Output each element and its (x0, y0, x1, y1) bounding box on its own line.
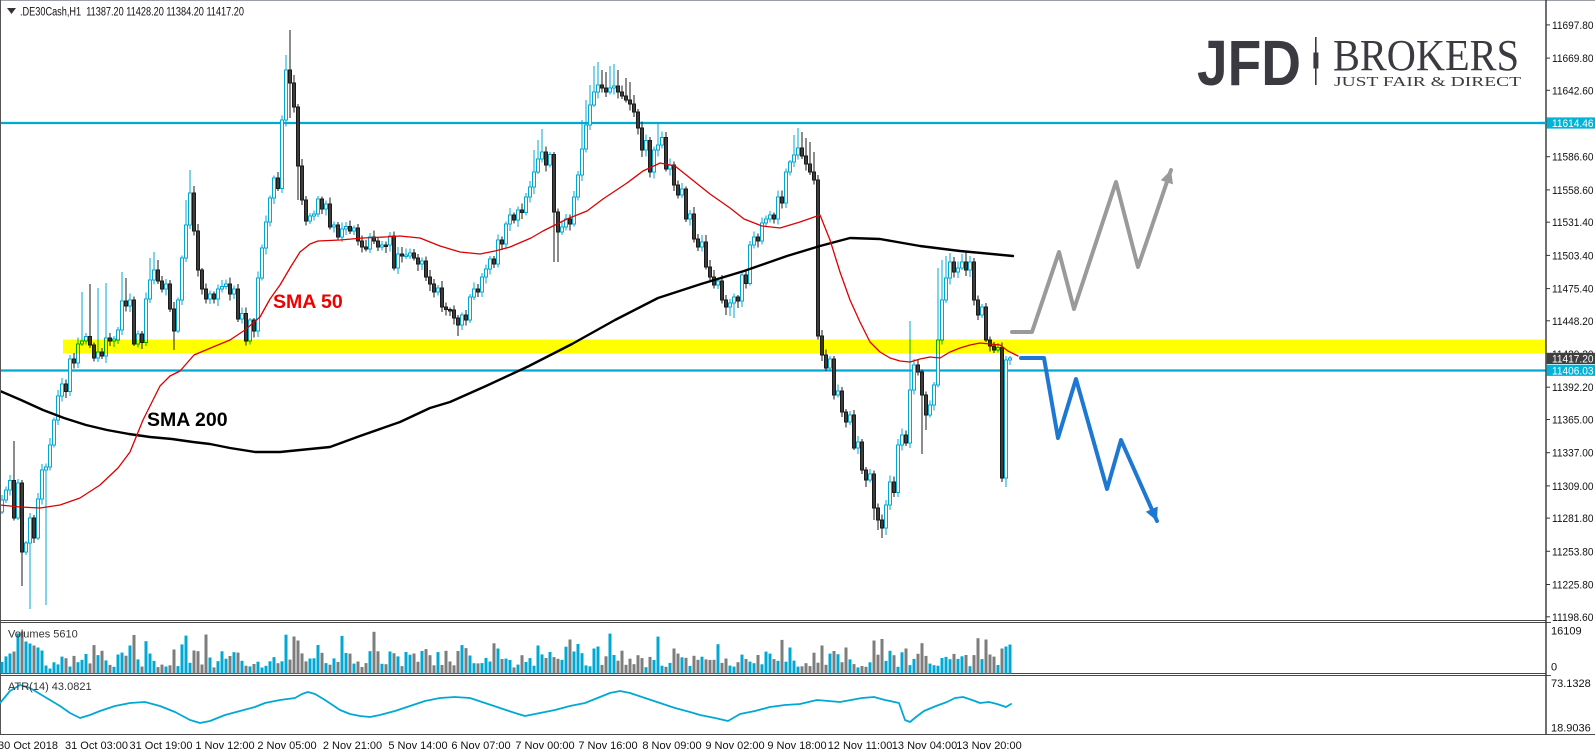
svg-text:11448.20: 11448.20 (1552, 316, 1594, 328)
svg-text:11253.80: 11253.80 (1552, 546, 1594, 558)
svg-text:11669.80: 11669.80 (1552, 53, 1594, 65)
svg-text:.DE30Cash,H1 11387.20 11428.2: .DE30Cash,H1 11387.20 11428.20 11384.20 … (20, 7, 244, 19)
svg-text:13 Nov 04:00: 13 Nov 04:00 (892, 740, 957, 752)
svg-text:11225.80: 11225.80 (1552, 580, 1594, 592)
svg-text:SMA 200: SMA 200 (147, 409, 228, 431)
svg-text:11417.20: 11417.20 (1552, 353, 1594, 365)
svg-text:11337.00: 11337.00 (1552, 448, 1594, 460)
svg-text:31 Oct 19:00: 31 Oct 19:00 (130, 740, 193, 752)
svg-text:SMA 50: SMA 50 (273, 291, 343, 313)
svg-text:73.1328: 73.1328 (1551, 678, 1591, 690)
svg-text:11503.40: 11503.40 (1552, 250, 1594, 262)
svg-text:0: 0 (1551, 662, 1557, 674)
svg-text:11558.60: 11558.60 (1552, 185, 1594, 197)
svg-text:11642.60: 11642.60 (1552, 85, 1594, 97)
svg-text:11392.20: 11392.20 (1552, 382, 1594, 394)
svg-text:1 Nov 12:00: 1 Nov 12:00 (195, 740, 254, 752)
svg-text:12 Nov 11:00: 12 Nov 11:00 (828, 740, 893, 752)
svg-text:11697.80: 11697.80 (1552, 20, 1594, 32)
svg-text:30 Oct 2018: 30 Oct 2018 (0, 740, 58, 752)
svg-text:7 Nov 16:00: 7 Nov 16:00 (578, 740, 637, 752)
svg-text:Volumes 5610: Volumes 5610 (8, 629, 78, 641)
svg-text:18.9036: 18.9036 (1551, 723, 1591, 735)
svg-text:11531.40: 11531.40 (1552, 217, 1594, 229)
svg-text:11309.00: 11309.00 (1552, 481, 1594, 493)
svg-text:11281.80: 11281.80 (1552, 513, 1594, 525)
svg-text:JFD: JFD (1197, 27, 1301, 99)
svg-text:11365.00: 11365.00 (1552, 415, 1594, 427)
svg-text:5 Nov 14:00: 5 Nov 14:00 (388, 740, 447, 752)
svg-text:9 Nov 02:00: 9 Nov 02:00 (705, 740, 764, 752)
svg-text:11614.46: 11614.46 (1552, 118, 1594, 130)
svg-text:7 Nov 00:00: 7 Nov 00:00 (515, 740, 574, 752)
svg-text:JUST FAIR & DIRECT: JUST FAIR & DIRECT (1334, 74, 1522, 89)
svg-text:31 Oct 03:00: 31 Oct 03:00 (65, 740, 128, 752)
svg-text:ATR(14) 43.0821: ATR(14) 43.0821 (8, 681, 92, 693)
svg-text:11586.60: 11586.60 (1552, 152, 1594, 164)
svg-text:BROKERS: BROKERS (1333, 31, 1519, 80)
svg-text:9 Nov 18:00: 9 Nov 18:00 (767, 740, 826, 752)
svg-text:11406.03: 11406.03 (1552, 365, 1594, 377)
svg-text:2 Nov 21:00: 2 Nov 21:00 (323, 740, 382, 752)
svg-text:13 Nov 20:00: 13 Nov 20:00 (956, 740, 1021, 752)
svg-text:8 Nov 09:00: 8 Nov 09:00 (642, 740, 701, 752)
svg-text:11475.40: 11475.40 (1552, 284, 1594, 296)
svg-text:6 Nov 07:00: 6 Nov 07:00 (451, 740, 510, 752)
svg-text:2 Nov 05:00: 2 Nov 05:00 (257, 740, 316, 752)
svg-text:11198.60: 11198.60 (1552, 612, 1594, 624)
svg-text:16109: 16109 (1551, 626, 1582, 638)
